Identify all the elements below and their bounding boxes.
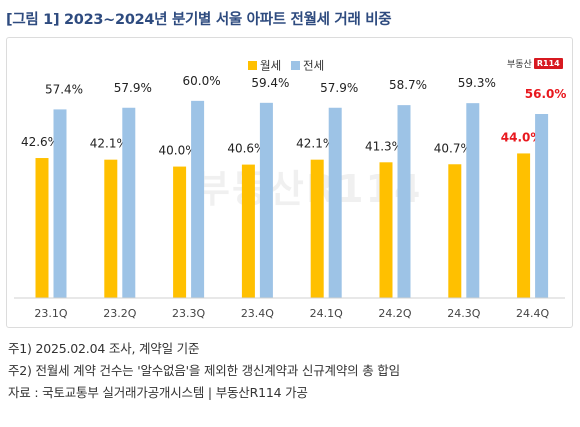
data-label-monthly-23.3Q: 40.0% <box>159 144 197 158</box>
x-tick-label-24.2Q: 24.2Q <box>378 307 411 320</box>
brand-logo: 부동산 R114 <box>507 57 563 70</box>
bar-jeonse-23.3Q <box>191 100 205 298</box>
data-label-jeonse-24.1Q: 57.9% <box>320 81 358 95</box>
x-tick-label-23.4Q: 23.4Q <box>241 307 274 320</box>
bar-monthly-23.3Q <box>173 166 187 298</box>
bar-jeonse-24.1Q <box>328 107 342 298</box>
data-label-jeonse-24.3Q: 59.3% <box>458 76 496 90</box>
x-tick-label-24.4Q: 24.4Q <box>516 307 549 320</box>
brand-mark: R114 <box>533 58 563 69</box>
x-tick-label-23.2Q: 23.2Q <box>103 307 136 320</box>
x-axis-labels: 23.1Q 23.2Q 23.3Q 23.4Q 24.1Q 24.2Q 24.3Q 24.4Q <box>34 307 549 320</box>
bar-monthly-23.1Q <box>35 158 49 298</box>
footnote-1: 주1) 2025.02.04 조사, 계약일 기준 <box>8 341 200 356</box>
x-tick-label-24.1Q: 24.1Q <box>310 307 343 320</box>
bar-jeonse-23.1Q <box>53 109 67 299</box>
brand-text: 부동산 <box>507 60 532 70</box>
bar-jeonse-24.2Q <box>397 105 411 298</box>
data-label-monthly-24.1Q: 42.1% <box>296 137 334 151</box>
chart-title: [그림 1] 2023~2024년 분기별 서울 아파트 전월세 거래 비중 <box>6 12 392 28</box>
bar-monthly-24.2Q <box>379 162 393 298</box>
data-label-monthly-24.4Q: 44.0% <box>501 130 543 144</box>
x-tick-label-23.1Q: 23.1Q <box>34 307 67 320</box>
footnote-2: 주2) 전월세 계약 건수는 '알수없음'을 제외한 갱신계약과 신규계약의 총… <box>8 363 400 378</box>
bar-jeonse-24.3Q <box>466 103 480 299</box>
data-label-monthly-23.4Q: 40.6% <box>227 142 265 156</box>
data-label-monthly-23.2Q: 42.1% <box>90 137 128 151</box>
legend-label-jeonse: 전세 <box>303 59 324 73</box>
bars-group: 42.6% 57.4% 42.1% 57.9% 40.0% 60.0% 40.6% 59.4%… <box>21 74 567 299</box>
bar-monthly-24.3Q <box>448 164 462 298</box>
data-label-monthly-24.2Q: 41.3% <box>365 139 403 153</box>
data-label-jeonse-23.4Q: 59.4% <box>251 76 289 90</box>
legend-swatch-monthly <box>248 61 257 70</box>
data-label-jeonse-24.2Q: 58.7% <box>389 78 427 92</box>
data-label-jeonse-23.1Q: 57.4% <box>45 82 83 96</box>
bar-monthly-24.4Q <box>517 153 531 298</box>
data-label-jeonse-23.2Q: 57.9% <box>114 81 152 95</box>
x-tick-label-23.3Q: 23.3Q <box>172 307 205 320</box>
x-tick-label-24.3Q: 24.3Q <box>447 307 480 320</box>
legend: 월세 전세 <box>248 59 324 73</box>
data-label-monthly-24.3Q: 40.7% <box>434 141 472 155</box>
bar-jeonse-24.4Q <box>535 114 549 298</box>
bar-jeonse-23.2Q <box>122 107 136 298</box>
legend-label-monthly: 월세 <box>260 59 281 73</box>
bar-monthly-23.4Q <box>241 164 255 298</box>
bar-monthly-24.1Q <box>310 159 324 298</box>
bar-jeonse-23.4Q <box>259 102 273 298</box>
data-label-jeonse-23.3Q: 60.0% <box>183 74 221 88</box>
data-label-jeonse-24.4Q: 56.0% <box>525 87 567 101</box>
data-label-monthly-23.1Q: 42.6% <box>21 135 59 149</box>
footnote-3: 자료 : 국토교통부 실거래가공개시스템 | 부동산R114 가공 <box>8 385 308 400</box>
footnotes: 주1) 2025.02.04 조사, 계약일 기준 주2) 전월세 계약 건수는… <box>8 338 400 404</box>
bar-monthly-23.2Q <box>104 159 118 298</box>
legend-swatch-jeonse <box>291 61 300 70</box>
